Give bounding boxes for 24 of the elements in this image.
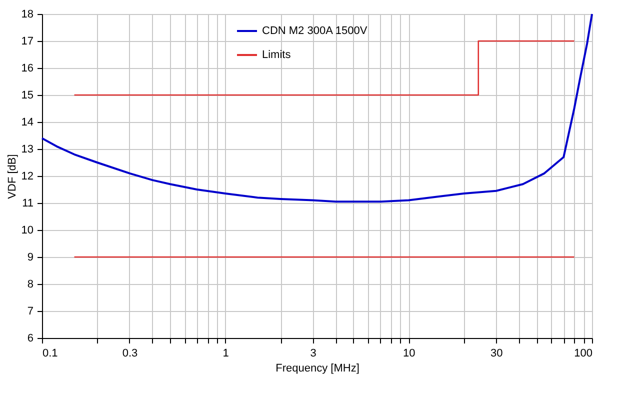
y-tick-label: 9 <box>27 252 34 264</box>
x-tick-label: 10 <box>403 348 416 360</box>
x-tick-label: 30 <box>490 348 503 360</box>
x-tick-label: 0.3 <box>122 348 138 360</box>
y-tick-label: 12 <box>21 170 34 182</box>
legend-label: CDN M2 300A 1500V <box>262 25 368 37</box>
y-tick-label: 17 <box>21 36 34 48</box>
y-tick-label: 8 <box>27 278 34 290</box>
x-tick-label: 0.1 <box>42 348 58 360</box>
y-tick-label: 10 <box>21 224 34 236</box>
y-tick-label: 11 <box>22 198 34 210</box>
y-axis-title: VDF [dB] <box>6 154 18 199</box>
y-tick-label: 14 <box>21 116 34 128</box>
y-tick-label: 18 <box>21 8 34 20</box>
x-tick-label: 3 <box>310 348 316 360</box>
legend-label: Limits <box>262 49 292 61</box>
x-tick-label: 100 <box>574 348 592 360</box>
x-tick-label: 1 <box>222 348 229 360</box>
y-tick-label: 6 <box>27 332 34 344</box>
y-tick-label: 15 <box>21 90 34 102</box>
y-tick-label: 16 <box>21 62 34 74</box>
x-axis-title: Frequency [MHz] <box>276 362 360 374</box>
y-tick-label: 13 <box>21 144 34 156</box>
y-tick-label: 7 <box>27 306 34 318</box>
